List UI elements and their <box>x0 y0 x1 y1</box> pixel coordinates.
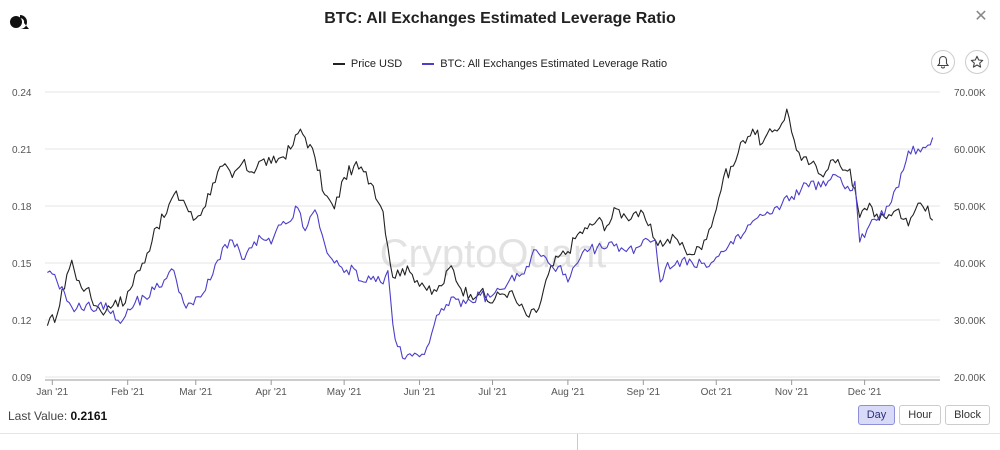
legend-item-price[interactable]: Price USD <box>332 58 403 70</box>
leverage-ratio-line <box>47 137 934 360</box>
x-tick-label: Oct '21 <box>701 387 733 398</box>
x-tick-label: Apr '21 <box>255 387 287 398</box>
close-icon[interactable]: ✕ <box>974 8 988 25</box>
page-title: BTC: All Exchanges Estimated Leverage Ra… <box>324 10 676 27</box>
grid <box>45 91 940 378</box>
last-value-number: 0.2161 <box>70 409 108 423</box>
legend-swatch-price <box>332 63 345 65</box>
legend-item-leverage[interactable]: BTC: All Exchanges Estimated Leverage Ra… <box>422 58 667 70</box>
bell-icon[interactable] <box>931 50 955 74</box>
last-value-label: Last Value: <box>8 409 68 423</box>
legend-label-price: Price USD <box>350 58 403 70</box>
x-tick-label: May '21 <box>327 387 362 398</box>
x-tick-label: Mar '21 <box>179 387 212 398</box>
y-right-tick-label: 70.00K <box>954 88 986 99</box>
range-navigator[interactable] <box>0 433 1000 434</box>
interval-buttons: Day Hour Block <box>857 405 990 425</box>
price-usd-line <box>46 108 934 326</box>
x-tick-label: Jul '21 <box>478 387 507 398</box>
x-tick-label: Nov '21 <box>775 387 809 398</box>
x-tick-label: Feb '21 <box>111 387 144 398</box>
y-left-tick-label: 0.09 <box>12 373 32 384</box>
block-button[interactable]: Block <box>945 405 990 425</box>
last-value: Last Value: 0.2161 <box>8 409 107 423</box>
y-left-tick-label: 0.24 <box>12 88 32 99</box>
y-left-tick-label: 0.12 <box>12 316 32 327</box>
y-axis-right: 70.00K 60.00K 50.00K 40.00K 30.00K 20.00K <box>954 88 986 384</box>
y-axis-left: 0.24 0.21 0.18 0.15 0.12 0.09 <box>12 88 32 384</box>
y-right-tick-label: 20.00K <box>954 373 986 384</box>
y-right-tick-label: 50.00K <box>954 202 986 213</box>
x-tick-label: Aug '21 <box>551 387 585 398</box>
x-tick-label: Jun '21 <box>404 387 436 398</box>
x-axis: Jan '21 Feb '21 Mar '21 Apr '21 May '21 Jun '… <box>36 379 940 398</box>
y-left-tick-label: 0.21 <box>12 145 32 156</box>
y-left-tick-label: 0.15 <box>12 259 32 270</box>
day-button[interactable]: Day <box>857 405 896 425</box>
chart-legend: Price USD BTC: All Exchanges Estimated L… <box>0 58 1000 70</box>
cryptoquant-logo-icon <box>10 15 29 29</box>
watermark: CryptoQuant <box>380 232 607 276</box>
y-right-tick-label: 30.00K <box>954 316 986 327</box>
x-tick-label: Jan '21 <box>36 387 68 398</box>
hour-button[interactable]: Hour <box>899 405 942 425</box>
chart: CryptoQuant 0.24 0.21 0.18 0.15 0.12 0.09 70.… <box>12 88 986 398</box>
legend-label-leverage: BTC: All Exchanges Estimated Leverage Ra… <box>440 58 668 70</box>
star-icon[interactable] <box>965 50 989 74</box>
legend-swatch-leverage <box>422 63 435 65</box>
x-tick-label: Sep '21 <box>626 387 660 398</box>
x-tick-label: Dec '21 <box>848 387 882 398</box>
y-left-tick-label: 0.18 <box>12 202 32 213</box>
y-right-tick-label: 60.00K <box>954 145 986 156</box>
y-right-tick-label: 40.00K <box>954 259 986 270</box>
range-handle[interactable] <box>577 434 578 450</box>
